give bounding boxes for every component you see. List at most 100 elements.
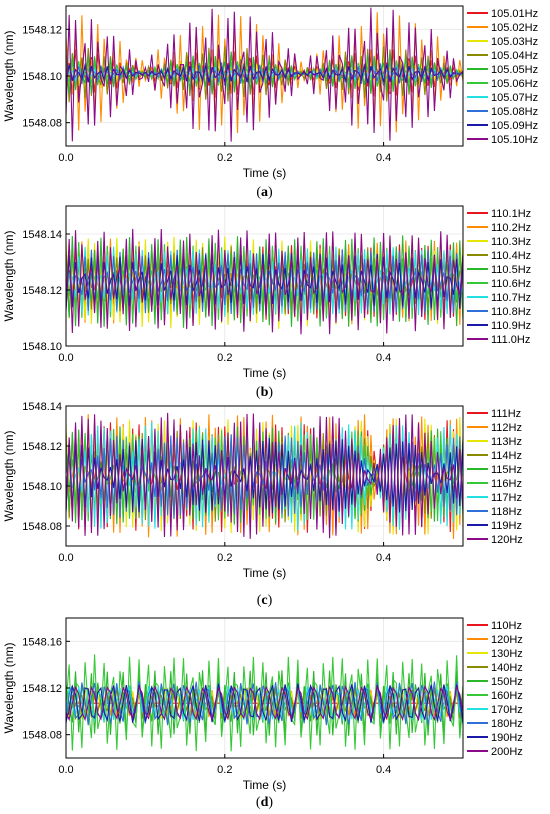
x-tick-label: 0.2 <box>217 352 232 364</box>
x-tick-label: 0.4 <box>376 552 391 564</box>
legend-label: 110.1Hz <box>491 208 531 220</box>
series-line-105.09Hz <box>66 64 463 84</box>
x-tick-label: 0.4 <box>376 764 391 776</box>
series-line-105.10Hz <box>66 7 463 142</box>
legend-label: 116Hz <box>491 478 522 490</box>
legend-label: 111Hz <box>491 408 521 420</box>
legend-label: 150Hz <box>491 676 523 688</box>
legend-label: 105.10Hz <box>491 134 538 146</box>
panel-b: 0.0 0.2 0.4 1548.10 1548.12 1548.14 Time (s) Wa… <box>2 205 531 400</box>
legend-label: 117Hz <box>491 492 522 504</box>
x-tick-label: 0.4 <box>376 352 391 364</box>
legend-label: 105.04Hz <box>491 50 538 62</box>
panel-c: 0.0 0.2 0.4 1548.08 1548.10 1548.12 1548.14 Tim… <box>2 401 523 608</box>
x-tick-label: 0.2 <box>217 552 232 564</box>
legend-label: 180Hz <box>491 718 523 730</box>
y-tick-label: 1548.12 <box>22 683 62 695</box>
x-tick-label: 0.0 <box>58 764 73 776</box>
panel-a: 0.0 0.2 0.4 1548.08 1548.10 1548.12 Time (s) Wa… <box>2 5 538 200</box>
legend-label: 120Hz <box>491 634 523 646</box>
series-lines <box>66 654 463 752</box>
legend-label: 119Hz <box>491 520 522 532</box>
series-line-170Hz <box>66 684 463 722</box>
plot-frame <box>65 205 464 347</box>
y-tick-label: 1548.10 <box>22 341 62 353</box>
y-tick-label: 1548.16 <box>22 636 62 648</box>
y-tick-label: 1548.08 <box>22 730 62 742</box>
legend-label: 170Hz <box>491 704 523 716</box>
x-tick-label: 0.0 <box>58 352 73 364</box>
legend: 111Hz 112Hz 113Hz 114Hz 115Hz 116Hz 117Hz 118Hz… <box>467 408 523 546</box>
series-line-190Hz <box>66 683 463 723</box>
legend-label: 140Hz <box>491 662 523 674</box>
legend-label: 113Hz <box>491 436 522 448</box>
x-tick-label: 0.2 <box>217 764 232 776</box>
chart-panels: 0.0 0.2 0.4 1548.08 1548.10 1548.12 Time (s) Wa… <box>2 5 538 810</box>
y-tick-label: 1548.08 <box>22 521 62 533</box>
legend: 105.01Hz 105.02Hz 105.03Hz 105.04Hz 105.05Hz… <box>467 8 538 146</box>
legend-label: 112Hz <box>491 422 522 434</box>
legend-label: 105.01Hz <box>491 8 538 20</box>
series-lines <box>66 7 463 142</box>
legend-label: 105.09Hz <box>491 120 538 132</box>
legend-label: 110.4Hz <box>491 250 531 262</box>
legend-label: 105.05Hz <box>491 64 538 76</box>
legend-label: 105.03Hz <box>491 36 538 48</box>
y-axis-title: Wavelength (nm) <box>2 31 16 122</box>
y-axis-title: Wavelength (nm) <box>2 231 16 322</box>
panel-d: 0.0 0.2 0.4 1548.08 1548.12 1548.16 Time (s) Wa… <box>2 617 523 810</box>
y-tick-label: 1548.12 <box>22 24 62 36</box>
y-tick-label: 1548.14 <box>22 229 62 241</box>
legend-label: 110.3Hz <box>491 236 531 248</box>
legend-label: 200Hz <box>491 746 523 758</box>
legend-label: 160Hz <box>491 690 523 702</box>
series-lines <box>66 412 463 539</box>
x-axis-title: Time (s) <box>243 566 287 580</box>
y-axis-title: Wavelength (nm) <box>2 643 16 734</box>
panel-caption: (d) <box>256 795 273 810</box>
x-tick-label: 0.0 <box>58 152 73 164</box>
legend-label: 110.9Hz <box>491 320 531 332</box>
legend-label: 110.6Hz <box>491 278 531 290</box>
legend-label: 105.08Hz <box>491 106 538 118</box>
legend-label: 110.2Hz <box>491 222 531 234</box>
x-tick-label: 0.0 <box>58 552 73 564</box>
legend-label: 120Hz <box>491 534 523 546</box>
y-axis-title: Wavelength (nm) <box>2 431 16 522</box>
y-tick-label: 1548.12 <box>22 441 62 453</box>
legend-label: 110Hz <box>491 620 522 632</box>
panel-caption: (b) <box>256 385 273 400</box>
y-tick-label: 1548.10 <box>22 481 62 493</box>
x-tick-label: 0.2 <box>217 152 232 164</box>
series-line-111.0Hz <box>66 228 463 335</box>
legend-label: 111.0Hz <box>491 334 530 346</box>
y-tick-label: 1548.10 <box>22 71 62 83</box>
legend-label: 105.02Hz <box>491 22 538 34</box>
plot-frame <box>65 405 464 547</box>
x-tick-label: 0.4 <box>376 152 391 164</box>
legend-label: 190Hz <box>491 732 523 744</box>
y-tick-label: 1548.12 <box>22 285 62 297</box>
legend-label: 110.7Hz <box>491 292 531 304</box>
panel-caption: (c) <box>257 593 273 608</box>
y-tick-label: 1548.08 <box>22 118 62 130</box>
legend-label: 105.07Hz <box>491 92 538 104</box>
series-line-120Hz <box>66 412 463 539</box>
legend-label: 130Hz <box>491 648 523 660</box>
panel-caption: (a) <box>256 185 273 200</box>
legend-label: 110.5Hz <box>491 264 531 276</box>
legend-label: 105.06Hz <box>491 78 538 90</box>
series-line-200Hz <box>66 684 463 722</box>
x-axis-title: Time (s) <box>243 366 287 380</box>
legend: 110Hz 120Hz 130Hz 140Hz 150Hz 160Hz 170Hz 180Hz… <box>467 620 523 758</box>
x-axis-title: Time (s) <box>243 778 287 792</box>
series-lines <box>66 228 463 335</box>
y-tick-label: 1548.14 <box>22 401 62 413</box>
legend-label: 118Hz <box>491 506 522 518</box>
x-axis-title: Time (s) <box>243 166 287 180</box>
legend-label: 110.8Hz <box>491 306 531 318</box>
legend-label: 114Hz <box>491 450 522 462</box>
legend: 110.1Hz 110.2Hz 110.3Hz 110.4Hz 110.5Hz 110.6… <box>467 208 531 346</box>
legend-label: 115Hz <box>491 464 522 476</box>
